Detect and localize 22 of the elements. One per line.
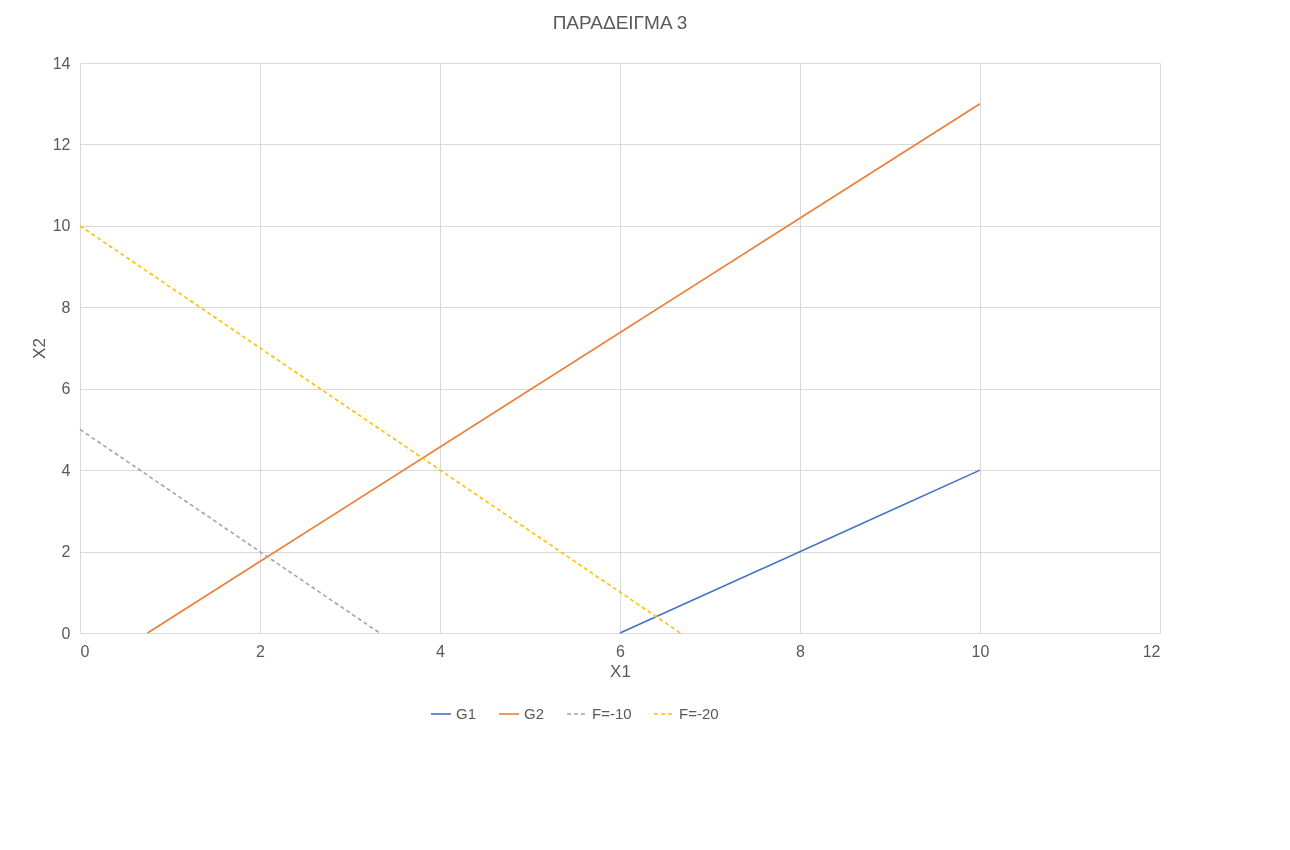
x-axis-title: X1 bbox=[610, 661, 631, 681]
legend-label: F=-10 bbox=[592, 705, 632, 722]
x-tick-label: 10 bbox=[971, 642, 990, 660]
y-tick-label: 14 bbox=[52, 54, 71, 72]
x-tick-label: 2 bbox=[256, 642, 266, 660]
x-tick-label: 0 bbox=[80, 642, 90, 660]
y-tick-label: 2 bbox=[61, 543, 71, 561]
x-tick-label: 4 bbox=[436, 642, 446, 660]
y-tick-label: 0 bbox=[61, 624, 71, 642]
legend-label: G1 bbox=[456, 705, 477, 722]
chart-title: ΠΑΡΑΔΕΙΓΜΑ 3 bbox=[552, 12, 688, 33]
y-axis-title: X2 bbox=[29, 338, 49, 359]
y-tick-label: 8 bbox=[61, 298, 71, 316]
x-tick-label: 12 bbox=[1142, 642, 1161, 660]
y-tick-label: 6 bbox=[61, 380, 71, 398]
legend-label: F=-20 bbox=[679, 705, 719, 722]
y-tick-label: 12 bbox=[52, 135, 71, 153]
y-tick-label: 4 bbox=[61, 461, 71, 479]
y-tick-label: 10 bbox=[52, 217, 71, 235]
legend-label: G2 bbox=[524, 705, 545, 722]
x-tick-label: 8 bbox=[796, 642, 806, 660]
x-tick-label: 6 bbox=[616, 642, 626, 660]
